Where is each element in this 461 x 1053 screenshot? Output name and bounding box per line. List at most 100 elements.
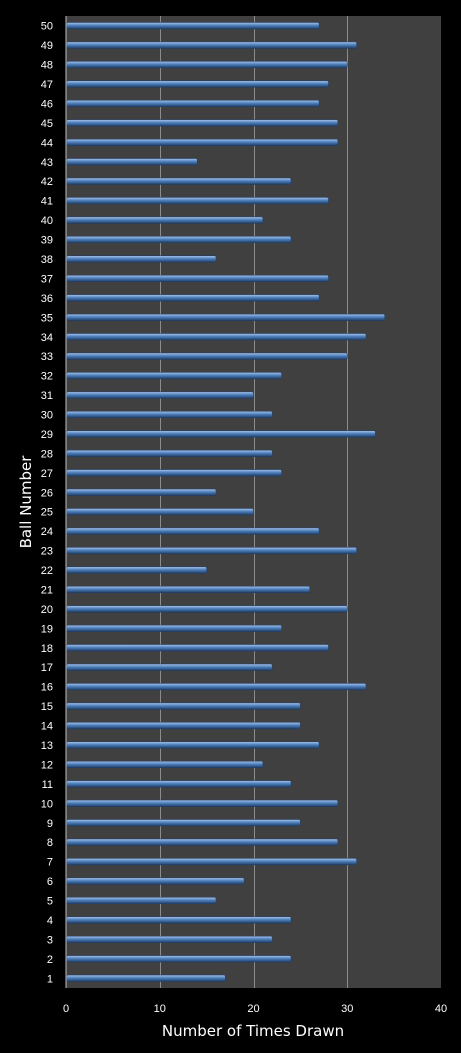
bar-ball-44 — [66, 138, 339, 146]
y-tick-label: 37 — [41, 273, 53, 285]
bar-ball-33 — [66, 352, 348, 360]
bar-ball-5 — [66, 897, 217, 905]
y-tick-label: 32 — [41, 371, 53, 383]
y-tick-label: 45 — [41, 118, 53, 130]
bar-ball-43 — [66, 158, 198, 166]
x-axis-tick-labels: 0 10 20 30 40 — [63, 1003, 447, 1015]
y-tick-label: 16 — [41, 682, 53, 694]
x-tick-label: 0 — [63, 1003, 69, 1015]
y-tick-label: 39 — [41, 235, 53, 247]
bar-ball-49 — [66, 41, 357, 49]
y-tick-label: 34 — [41, 332, 53, 344]
bar-ball-50 — [66, 22, 320, 30]
x-axis-title: Number of Times Drawn — [162, 1022, 344, 1040]
bar-ball-26 — [66, 488, 217, 496]
bar-ball-12 — [66, 760, 264, 768]
x-tick-label: 10 — [154, 1003, 166, 1015]
bar-ball-14 — [66, 722, 301, 730]
bar-ball-23 — [66, 547, 357, 555]
y-tick-label: 22 — [41, 565, 53, 577]
y-tick-label: 10 — [41, 798, 53, 810]
bar-ball-40 — [66, 216, 264, 224]
bar-ball-7 — [66, 858, 357, 866]
bar-ball-22 — [66, 566, 207, 574]
bar-ball-19 — [66, 624, 282, 632]
bar-ball-4 — [66, 916, 292, 924]
y-tick-label: 50 — [41, 21, 53, 33]
y-axis-tick-labels: 1234567891011121314151617181920212223242… — [41, 21, 53, 986]
bar-ball-18 — [66, 644, 329, 652]
bar-ball-31 — [66, 391, 254, 399]
y-tick-label: 27 — [41, 468, 53, 480]
y-tick-label: 5 — [47, 896, 53, 908]
bar-ball-13 — [66, 741, 320, 749]
y-tick-label: 13 — [41, 740, 53, 752]
bar-ball-17 — [66, 663, 273, 671]
y-tick-label: 28 — [41, 448, 53, 460]
bar-ball-10 — [66, 799, 339, 807]
y-tick-label: 11 — [42, 779, 53, 791]
bar-ball-9 — [66, 819, 301, 827]
y-tick-label: 8 — [47, 837, 53, 849]
x-tick-label: 30 — [341, 1003, 353, 1015]
bar-ball-25 — [66, 508, 254, 516]
bar-ball-29 — [66, 430, 376, 438]
y-tick-label: 46 — [41, 98, 53, 110]
y-tick-label: 38 — [41, 254, 53, 266]
y-tick-label: 14 — [41, 721, 53, 733]
y-tick-label: 44 — [41, 137, 53, 149]
y-tick-label: 21 — [41, 584, 53, 596]
y-tick-label: 41 — [41, 196, 53, 208]
y-tick-label: 49 — [41, 40, 53, 52]
bar-ball-48 — [66, 61, 348, 69]
y-tick-label: 42 — [41, 176, 53, 188]
bar-ball-1 — [66, 974, 226, 982]
y-tick-label: 15 — [41, 701, 53, 713]
y-tick-label: 35 — [41, 312, 53, 324]
bars — [66, 22, 385, 982]
y-tick-label: 25 — [41, 507, 53, 519]
bar-ball-32 — [66, 372, 282, 380]
y-tick-label: 36 — [41, 293, 53, 305]
bar-ball-16 — [66, 683, 367, 691]
y-tick-label: 30 — [41, 410, 53, 422]
y-tick-label: 40 — [41, 215, 53, 227]
bar-ball-15 — [66, 702, 301, 710]
x-tick-label: 40 — [435, 1003, 447, 1015]
bar-ball-39 — [66, 236, 292, 244]
bar-ball-28 — [66, 449, 273, 457]
bar-ball-47 — [66, 80, 329, 88]
y-tick-label: 18 — [41, 643, 53, 655]
bar-ball-30 — [66, 411, 273, 419]
y-tick-label: 2 — [47, 954, 53, 966]
y-tick-label: 6 — [47, 876, 53, 888]
y-tick-label: 4 — [47, 915, 53, 927]
bar-ball-11 — [66, 780, 292, 788]
bar-ball-8 — [66, 838, 339, 846]
y-tick-label: 19 — [41, 623, 53, 635]
y-tick-label: 20 — [41, 604, 53, 616]
y-tick-label: 31 — [41, 390, 53, 402]
bar-ball-21 — [66, 585, 310, 593]
bar-ball-20 — [66, 605, 348, 613]
y-tick-label: 24 — [41, 526, 53, 538]
bar-ball-46 — [66, 99, 320, 107]
y-tick-label: 12 — [41, 759, 53, 771]
y-tick-label: 26 — [41, 487, 53, 499]
bar-ball-38 — [66, 255, 217, 263]
bar-ball-37 — [66, 274, 329, 282]
y-tick-label: 7 — [47, 857, 53, 869]
bar-ball-2 — [66, 955, 292, 963]
y-tick-label: 29 — [41, 429, 53, 441]
y-axis-title: Ball Number — [17, 455, 35, 549]
y-tick-label: 3 — [47, 934, 53, 946]
y-tick-label: 9 — [47, 818, 53, 830]
bar-ball-36 — [66, 294, 320, 302]
x-tick-label: 20 — [247, 1003, 259, 1015]
bar-ball-27 — [66, 469, 282, 477]
y-tick-label: 1 — [47, 973, 53, 985]
y-tick-label: 47 — [41, 79, 53, 91]
y-tick-label: 48 — [41, 60, 53, 72]
y-tick-label: 43 — [41, 157, 53, 169]
